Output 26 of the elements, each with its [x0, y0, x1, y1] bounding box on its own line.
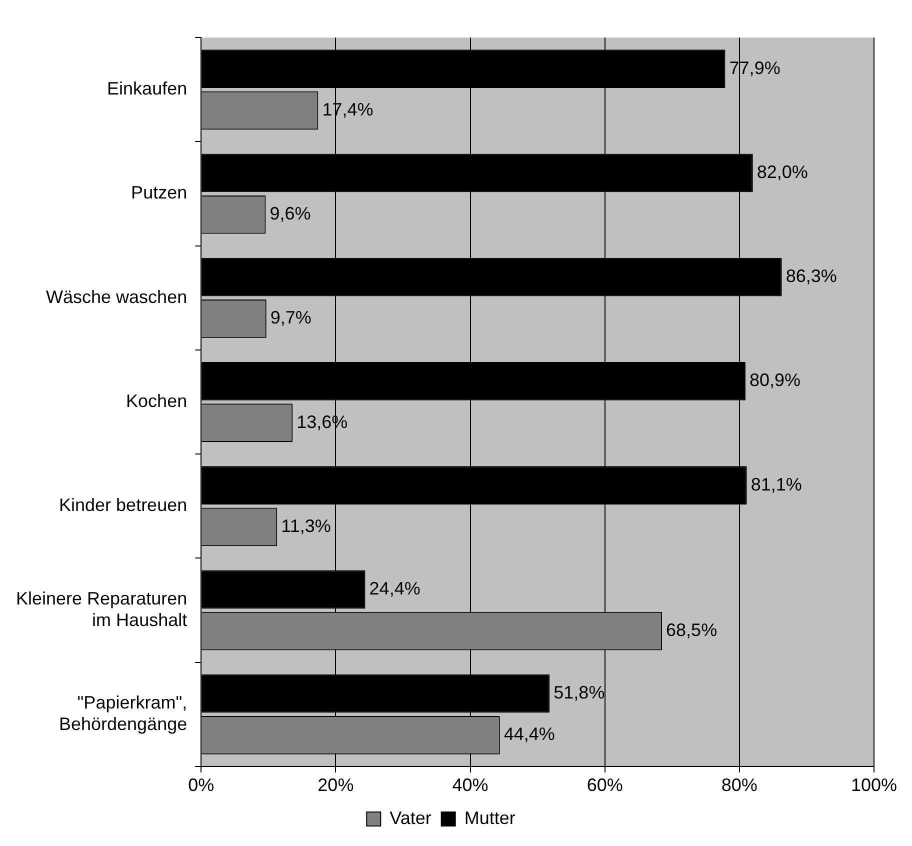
x-tick-label: 60%	[586, 775, 623, 796]
data-label: 11,3%	[281, 516, 331, 536]
y-tick-label: "Papierkram", Behördengänge	[58, 692, 188, 734]
data-label: 82,0%	[756, 162, 808, 182]
y-tick-label: Kleinere Reparaturen im Haushalt	[16, 588, 188, 630]
x-tick-label: 0%	[188, 775, 214, 796]
legend-label: Vater	[390, 808, 432, 828]
legend-label: Mutter	[464, 808, 516, 828]
data-label: 9,6%	[270, 204, 311, 224]
data-label: 44,4%	[504, 724, 555, 744]
data-label: 24,4%	[369, 578, 420, 598]
x-tick-label: 100%	[850, 775, 898, 796]
x-tick-label: 20%	[318, 775, 354, 796]
data-label: 9,7%	[270, 308, 312, 328]
y-tick-label: Putzen	[131, 182, 188, 203]
y-tick-label: Wäsche waschen	[46, 286, 188, 307]
data-label: 51,8%	[554, 682, 605, 702]
x-tick-label: 40%	[452, 775, 488, 796]
y-tick-label: Kinder betreuen	[59, 495, 188, 516]
data-label: 86,3%	[786, 266, 837, 286]
data-label: 81,1%	[750, 474, 802, 494]
y-tick-label: Einkaufen	[107, 78, 188, 99]
data-label: 80,9%	[749, 370, 801, 390]
x-tick-label: 80%	[721, 775, 758, 796]
data-label: 68,5%	[666, 620, 718, 640]
y-tick-label: Kochen	[126, 390, 188, 411]
